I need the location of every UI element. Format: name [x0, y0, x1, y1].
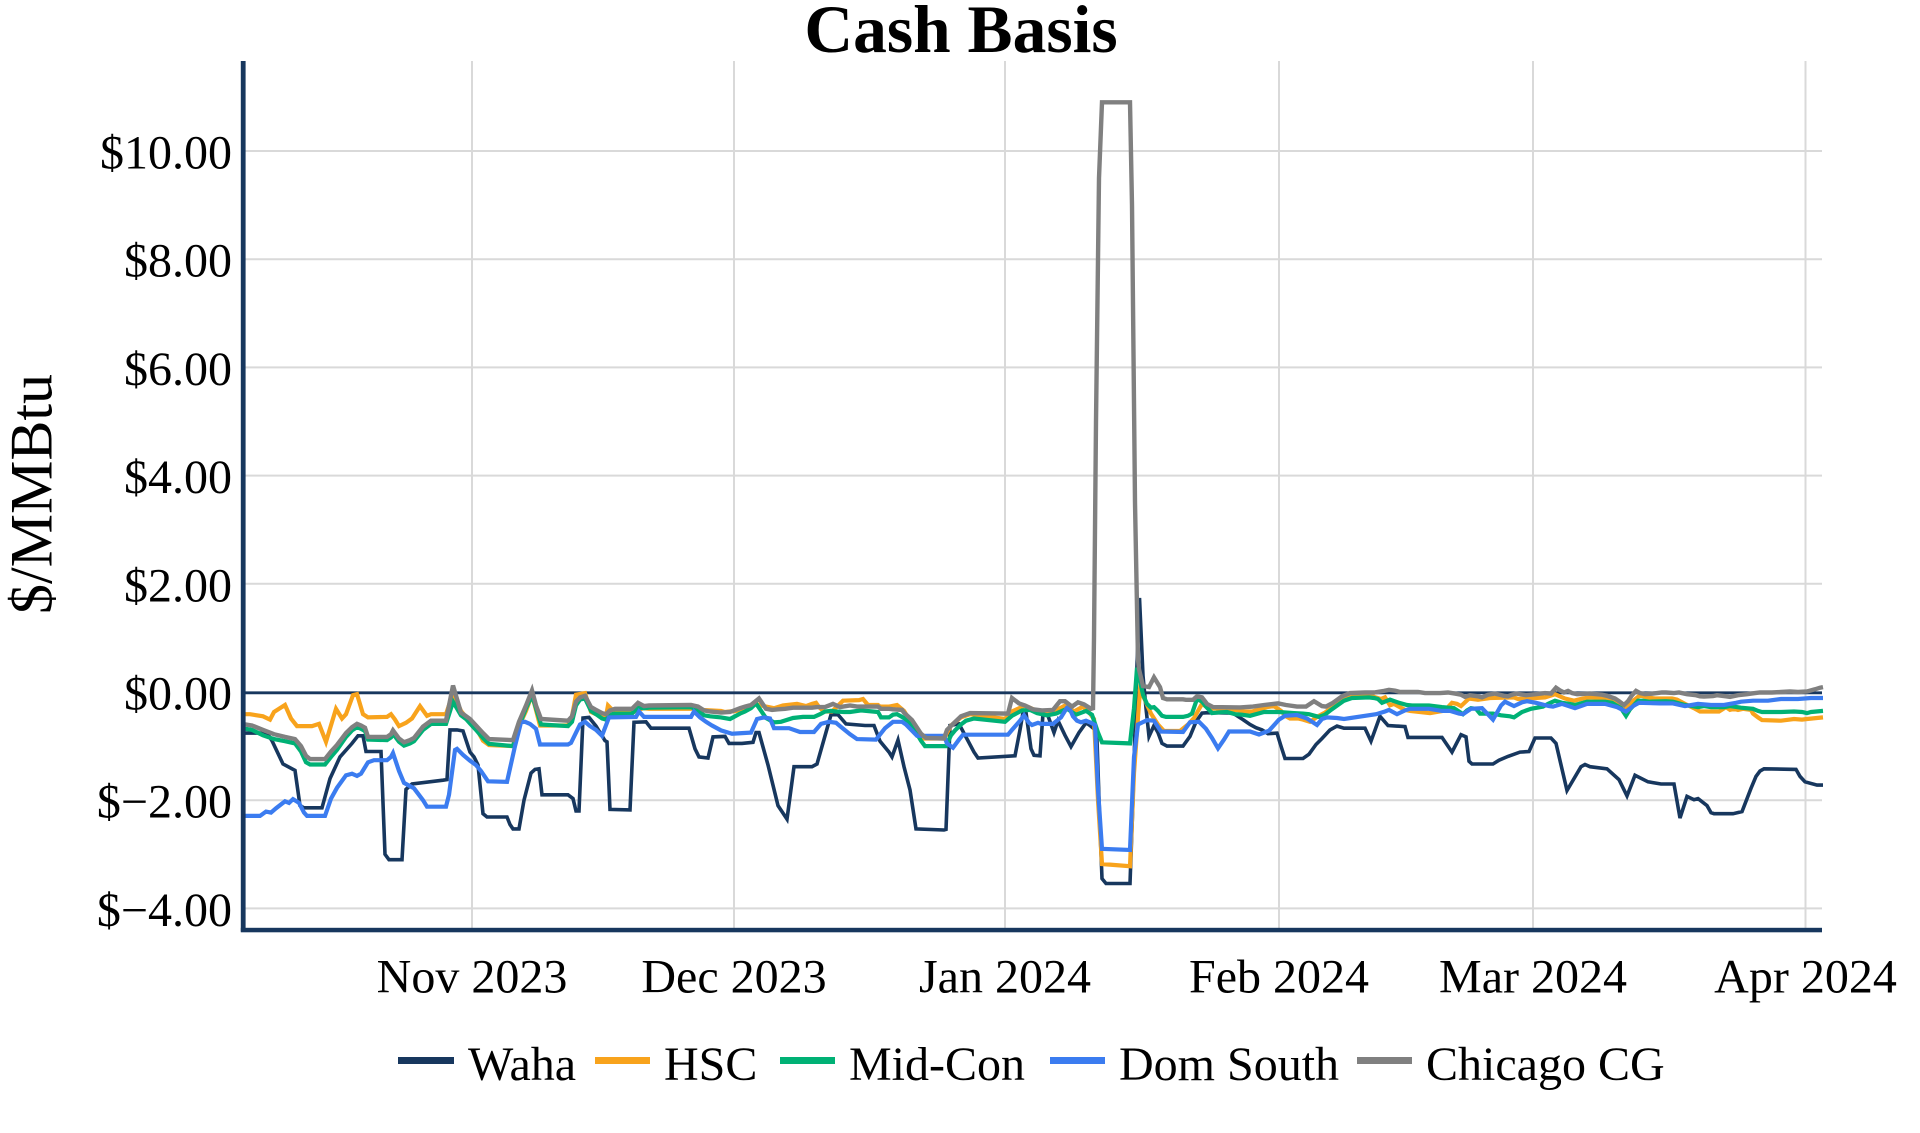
svg-text:Mid-Con: Mid-Con — [849, 1038, 1025, 1091]
svg-text:Waha: Waha — [468, 1038, 576, 1091]
svg-text:$−4.00: $−4.00 — [97, 884, 232, 937]
svg-text:$−2.00: $−2.00 — [97, 776, 232, 829]
svg-text:Jan 2024: Jan 2024 — [919, 951, 1091, 1004]
svg-text:$2.00: $2.00 — [124, 559, 232, 612]
svg-text:Dec 2023: Dec 2023 — [641, 951, 826, 1004]
svg-text:HSC: HSC — [664, 1038, 757, 1091]
svg-text:$10.00: $10.00 — [100, 127, 232, 180]
svg-text:Dom South: Dom South — [1119, 1038, 1339, 1091]
svg-text:$0.00: $0.00 — [124, 668, 232, 721]
svg-text:$/MMBtu: $/MMBtu — [0, 374, 65, 614]
svg-text:Nov 2023: Nov 2023 — [377, 951, 568, 1004]
svg-text:$4.00: $4.00 — [124, 451, 232, 504]
svg-text:Mar 2024: Mar 2024 — [1439, 951, 1627, 1004]
svg-text:$8.00: $8.00 — [124, 235, 232, 288]
svg-text:Feb 2024: Feb 2024 — [1189, 951, 1369, 1004]
svg-text:$6.00: $6.00 — [124, 343, 232, 396]
svg-text:Apr 2024: Apr 2024 — [1714, 951, 1897, 1004]
svg-text:Cash Basis: Cash Basis — [804, 0, 1117, 67]
svg-text:Chicago CG: Chicago CG — [1426, 1038, 1665, 1091]
